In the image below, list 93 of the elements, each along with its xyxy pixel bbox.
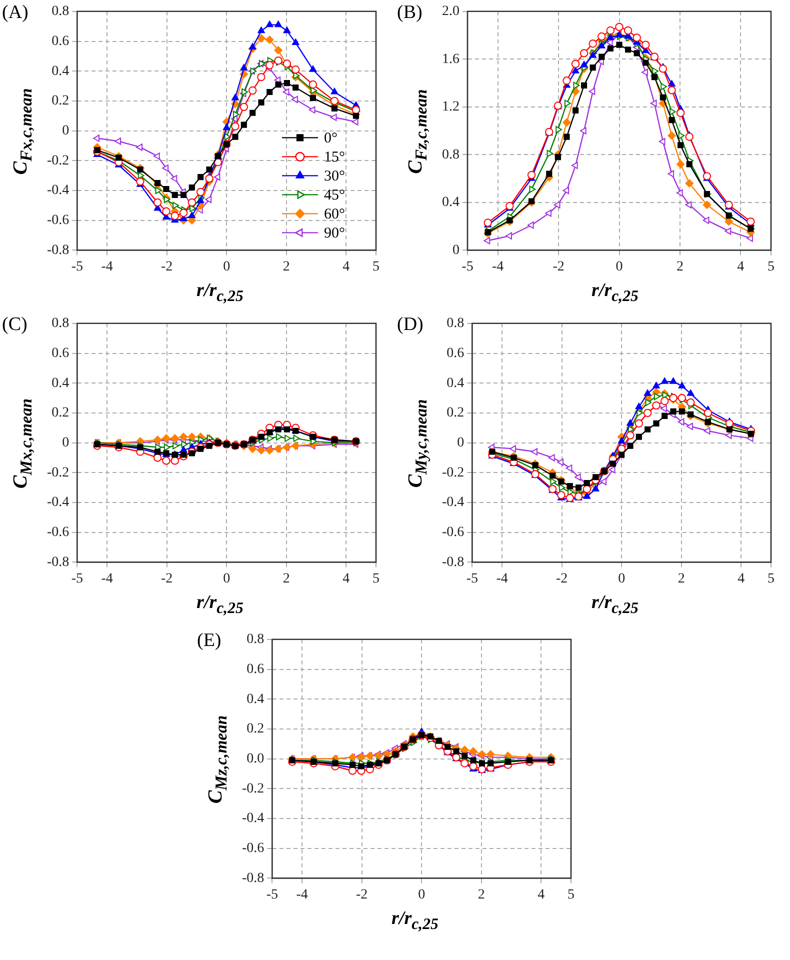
y-tick-label: -0.4: [46, 183, 70, 198]
x-tick-label: 4: [738, 571, 745, 586]
legend-label: 45°: [324, 188, 345, 204]
y-tick-label: -0.6: [442, 525, 464, 540]
y-tick-label: 0.8: [442, 147, 460, 162]
y-tick-label: 0.4: [246, 692, 264, 707]
y-tick-label: 0.4: [52, 376, 70, 391]
y-tick-label: -0.8: [46, 242, 70, 258]
x-tick-label: -5: [71, 259, 83, 274]
x-tick-label: -2: [160, 259, 173, 274]
y-tick-label: 0.8: [52, 4, 70, 20]
y-tick-label: -0.6: [46, 525, 70, 540]
y-tick-label: -0.6: [46, 213, 70, 228]
x-tick-label: 0: [223, 571, 230, 586]
y-tick-label: 1.6: [442, 52, 460, 67]
y-tick-label: 0: [457, 435, 464, 450]
x-tick-label: -4: [496, 571, 508, 586]
y-tick-label: 0.2: [52, 94, 70, 109]
y-tick-label: 0.8: [446, 316, 464, 332]
x-tick-label: 4: [342, 571, 350, 586]
y-tick-label: 0.4: [442, 195, 460, 210]
legend-label: 30°: [324, 168, 345, 185]
y-tick-label: 0.6: [446, 346, 464, 361]
x-tick-label: -5: [266, 887, 278, 902]
y-tick-label: 0.4: [446, 376, 464, 391]
x-tick-label: 5: [768, 259, 774, 274]
x-axis-title: r/r$_{c,25}$: [590, 592, 640, 618]
legend-label: 90°: [324, 226, 345, 242]
x-tick-label: -5: [462, 259, 474, 274]
x-tick-label: 5: [372, 571, 380, 586]
y-tick-label: -0.2: [442, 465, 464, 480]
x-tick-label: 4: [342, 259, 350, 274]
y-tick-label: -0.4: [242, 811, 264, 826]
chart-title: (E): [197, 630, 222, 652]
x-axis-title: r/r$_{c,25}$: [196, 280, 244, 306]
y-tick-label: 0.2: [52, 406, 70, 421]
y-tick-label: 2.0: [442, 4, 460, 20]
legend-label: 15°: [324, 150, 345, 166]
chart-title: (B): [397, 2, 422, 24]
x-axis-title: r/r$_{c,25}$: [196, 592, 244, 618]
y-tick-label: 0.2: [446, 406, 464, 421]
y-tick-label: 1.2: [442, 100, 460, 115]
y-tick-label: -0.8: [242, 870, 264, 886]
x-tick-label: -4: [492, 259, 504, 274]
x-tick-label: 2: [478, 887, 485, 902]
x-tick-label: 0: [618, 571, 626, 586]
y-tick-label: -0.2: [242, 781, 264, 796]
x-tick-label: 4: [538, 887, 545, 902]
legend-label: 60°: [324, 206, 345, 223]
y-tick-label: 0.4: [52, 64, 70, 79]
x-tick-label: -2: [552, 259, 564, 274]
chart-title: (D): [397, 314, 424, 336]
y-tick-label: -0.8: [442, 554, 464, 570]
x-axis-title: r/r$_{c,25}$: [590, 280, 640, 306]
y-tick-label: 0.2: [246, 722, 264, 737]
y-tick-label: -0.2: [46, 465, 70, 480]
y-tick-label: 0.6: [52, 346, 70, 361]
x-tick-label: 2: [282, 571, 290, 586]
y-tick-label: 0.6: [52, 34, 70, 49]
x-tick-label: 2: [676, 259, 684, 274]
x-tick-label: -5: [71, 571, 83, 586]
y-tick-label: 0.0: [246, 751, 264, 766]
x-tick-label: 5: [568, 887, 574, 902]
x-axis-title: r/r$_{c,25}$: [390, 908, 440, 934]
chart-title: (A): [2, 2, 28, 24]
x-tick-label: 0: [616, 259, 623, 274]
x-tick-label: 2: [678, 571, 685, 586]
y-tick-label: 0: [62, 123, 70, 138]
x-tick-label: 2: [282, 259, 290, 274]
x-tick-label: 4: [737, 259, 744, 274]
x-tick-label: -4: [101, 571, 113, 586]
x-tick-label: 0: [223, 259, 230, 274]
x-tick-label: 5: [768, 571, 774, 586]
x-tick-label: -5: [466, 571, 478, 586]
y-tick-label: -0.4: [442, 495, 464, 510]
y-tick-label: 0.8: [246, 632, 264, 648]
y-tick-label: 0: [452, 242, 460, 258]
x-tick-label: -4: [296, 887, 308, 902]
x-tick-label: 5: [372, 259, 380, 274]
x-tick-label: -2: [556, 571, 568, 586]
y-tick-label: 0: [62, 435, 70, 450]
y-tick-label: -0.4: [46, 495, 70, 510]
y-tick-label: -0.6: [242, 841, 264, 856]
y-tick-label: 0.6: [246, 662, 264, 677]
x-tick-label: -4: [101, 259, 113, 274]
y-tick-label: -0.2: [46, 153, 70, 168]
legend-label: 0°: [324, 130, 338, 147]
x-tick-label: -2: [160, 571, 173, 586]
x-tick-label: -2: [356, 887, 368, 902]
chart-title: (C): [2, 314, 28, 336]
y-tick-label: 0.8: [52, 316, 70, 332]
x-tick-label: 0: [418, 887, 426, 902]
y-tick-label: -0.8: [46, 554, 70, 570]
